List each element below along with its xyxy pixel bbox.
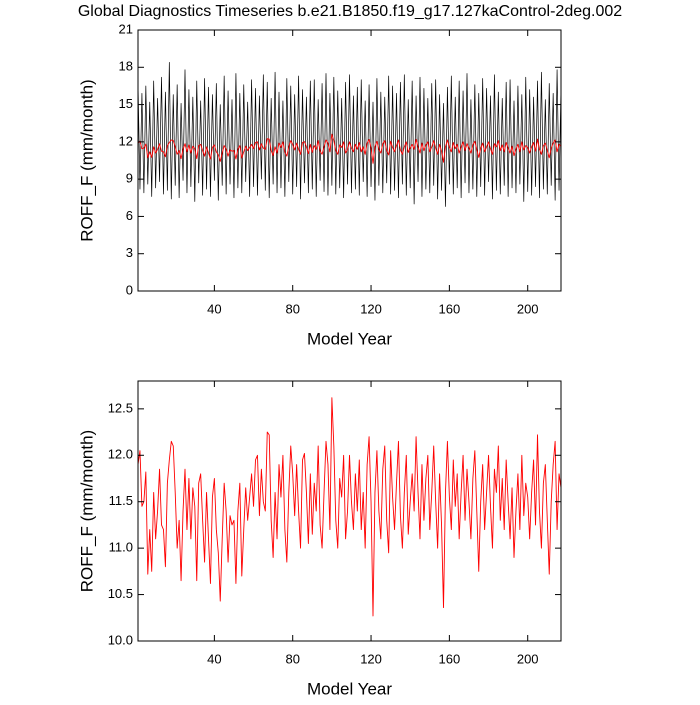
plot-frame xyxy=(137,380,562,642)
y-tick-label: 11.5 xyxy=(109,493,133,508)
x-tick-label: 80 xyxy=(285,301,299,316)
y-tick-label: 10.0 xyxy=(108,632,133,647)
y-tick-label: 15 xyxy=(119,96,133,111)
y-tick-label: 10.5 xyxy=(108,586,133,601)
y-tick-label: 3 xyxy=(126,245,133,260)
y-tick-label: 0 xyxy=(126,282,133,297)
y-tick-label: 21 xyxy=(119,21,133,36)
plot-frame xyxy=(137,29,562,292)
x-tick-label: 120 xyxy=(360,301,382,316)
x-tick-label: 200 xyxy=(517,651,539,666)
series-line xyxy=(137,61,562,207)
x-tick-label: 120 xyxy=(360,651,382,666)
x-tick-label: 40 xyxy=(207,301,221,316)
y-axis-label: ROFF_F (mm/month) xyxy=(77,430,96,592)
x-axis-label: Model Year xyxy=(307,329,392,348)
chart-title: Global Diagnostics Timeseries b.e21.B185… xyxy=(78,3,622,20)
series-line xyxy=(137,133,562,164)
y-tick-label: 6 xyxy=(126,208,133,223)
x-tick-label: 80 xyxy=(285,651,299,666)
x-tick-label: 40 xyxy=(207,651,221,666)
y-tick-label: 9 xyxy=(126,171,133,186)
y-axis-label: ROFF_F (mm/month) xyxy=(77,79,96,241)
x-tick-label: 160 xyxy=(439,651,461,666)
y-tick-label: 12.0 xyxy=(108,447,133,462)
x-axis-label: Model Year xyxy=(307,679,392,698)
y-tick-label: 11.0 xyxy=(109,540,133,555)
y-tick-label: 12 xyxy=(119,133,133,148)
x-tick-label: 160 xyxy=(439,301,461,316)
y-tick-label: 12.5 xyxy=(108,400,133,415)
x-tick-label: 200 xyxy=(517,301,539,316)
series-line xyxy=(137,397,562,617)
y-tick-label: 18 xyxy=(119,59,133,74)
